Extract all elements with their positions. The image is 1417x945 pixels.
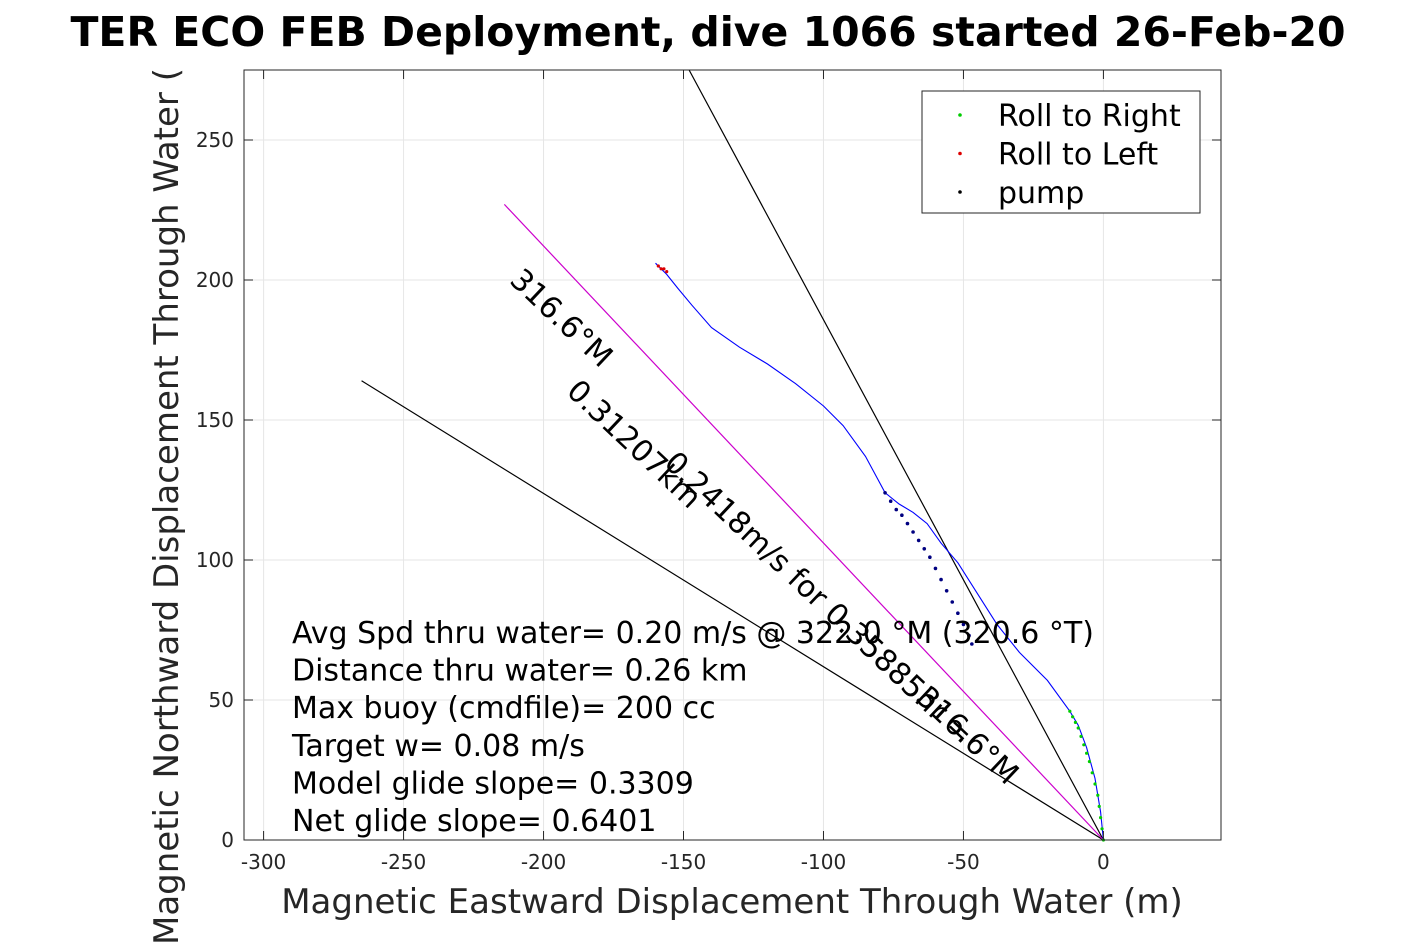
- y-tick-label: 50: [209, 688, 234, 712]
- y-tick-label: 0: [221, 828, 234, 852]
- roll-right-point: [1068, 709, 1072, 713]
- legend-label: pump: [998, 176, 1084, 211]
- pump-point: [956, 611, 960, 615]
- x-tick-label: 0: [1097, 850, 1110, 874]
- roll-right-point: [1082, 743, 1086, 747]
- roll-right-point: [1087, 760, 1092, 764]
- roll-right-point: [1079, 734, 1083, 739]
- legend-label: Roll to Right: [998, 99, 1181, 134]
- roll-right-point: [1096, 793, 1100, 797]
- x-tick-label: -150: [661, 850, 706, 874]
- x-tick-label: -100: [801, 850, 846, 874]
- roll-right-point: [1085, 751, 1089, 755]
- y-tick-label: 250: [196, 128, 234, 152]
- reference-line: [688, 69, 1104, 841]
- pump-point: [888, 499, 893, 504]
- pump-point: [905, 521, 910, 526]
- pump-point: [967, 633, 971, 638]
- track-line: [655, 262, 1104, 841]
- roll-left-point: [662, 267, 666, 271]
- x-tick-label: -300: [241, 850, 286, 874]
- pump-point: [883, 491, 887, 495]
- tick-layer: -300 -250 -200 -150 -100 -50 0 0 50 100 150 200 250: [196, 70, 1221, 874]
- roll-right-point: [1073, 720, 1078, 725]
- stat-line: Net glide slope= 0.6401: [292, 804, 656, 839]
- x-tick-label: -250: [381, 850, 426, 874]
- legend-label: Roll to Left: [998, 138, 1158, 173]
- y-tick-label: 100: [196, 548, 234, 572]
- pump-point: [928, 555, 932, 559]
- roll-right-point: [1100, 827, 1104, 831]
- x-axis-label: Magnetic Eastward Displacement Through W…: [281, 882, 1183, 922]
- pump-point: [916, 538, 921, 543]
- stat-line: Max buoy (cmdfile)= 200 cc: [292, 691, 716, 726]
- pump-point: [933, 566, 938, 571]
- pump-point: [894, 507, 899, 512]
- legend-box: [921, 90, 1201, 214]
- pump-point: [911, 530, 915, 534]
- stat-line: Model glide slope= 0.3309: [292, 766, 694, 801]
- roll-right-point: [1076, 726, 1080, 730]
- x-tick-label: -50: [947, 850, 980, 874]
- legend-marker: [958, 190, 962, 194]
- roll-right-point: [1093, 782, 1097, 786]
- roll-left-point: [656, 264, 660, 268]
- pump-point: [950, 600, 955, 604]
- roll-right-point: [1071, 715, 1075, 719]
- legend-marker: [958, 113, 962, 117]
- stat-line: Target w= 0.08 m/s: [291, 729, 585, 764]
- reference-line: [361, 380, 1104, 841]
- x-tick-label: -200: [521, 850, 566, 874]
- chart-title: TER ECO FEB Deployment, dive 1066 starte…: [70, 8, 1345, 56]
- roll-right-point: [1097, 804, 1101, 809]
- roll-right-point: [1090, 771, 1094, 775]
- axes-box: [243, 69, 1222, 841]
- series-layer: [655, 262, 1106, 842]
- pump-point: [939, 577, 943, 582]
- pump-point: [922, 547, 927, 551]
- y-tick-label: 150: [196, 408, 234, 432]
- y-tick-label: 200: [196, 268, 234, 292]
- pump-point: [944, 589, 949, 593]
- reference-line: [503, 203, 1104, 841]
- roll-right-point: [1099, 816, 1103, 820]
- stats-text-block: Avg Spd thru water= 0.20 m/s @ 322.0 °M …: [291, 616, 1094, 839]
- roll-left-point: [665, 270, 669, 274]
- stat-line: Distance thru water= 0.26 km: [292, 654, 747, 689]
- y-axis-label: Magnetic Northward Displacement Through …: [147, 68, 187, 945]
- reference-lines: [361, 69, 1104, 841]
- stat-line: Avg Spd thru water= 0.20 m/s @ 322.0 °M …: [292, 616, 1094, 651]
- pump-point: [970, 642, 974, 646]
- roll-left-point: [659, 267, 663, 271]
- pump-point: [900, 513, 904, 517]
- pump-point: [961, 622, 966, 627]
- legend-marker: [958, 151, 962, 156]
